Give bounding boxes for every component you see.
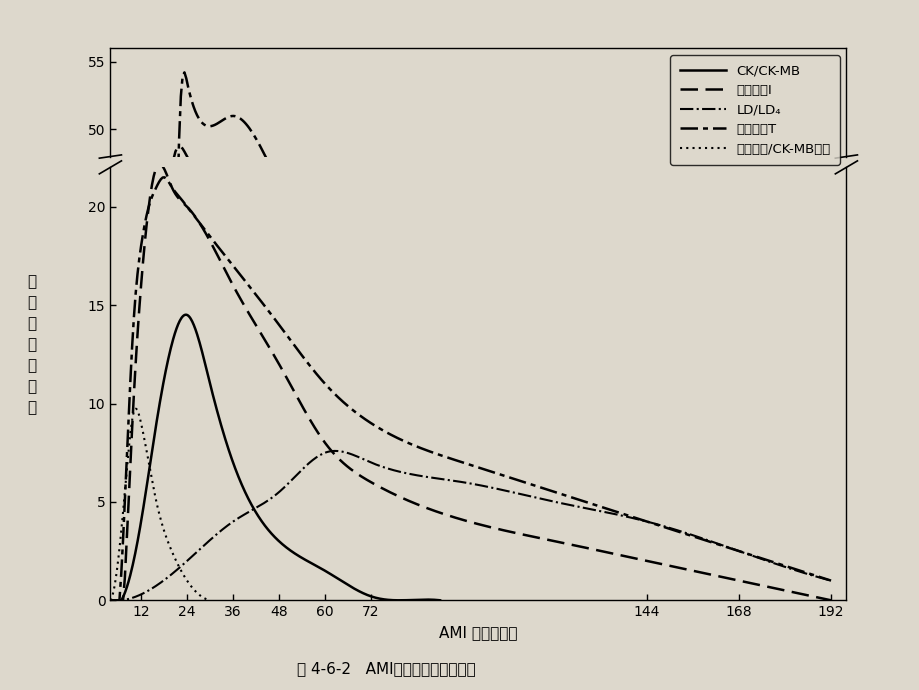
Text: 图 4-6-2   AMI发病与心肌酶的关系: 图 4-6-2 AMI发病与心肌酶的关系 bbox=[297, 661, 475, 676]
Legend: CK/CK-MB, 肌钙蛋白I, LD/LD₄, 肌钙蛋白T, 肌红蛋白/CK-MB亚型: CK/CK-MB, 肌钙蛋白I, LD/LD₄, 肌钙蛋白T, 肌红蛋白/CK-… bbox=[670, 55, 839, 165]
Text: 参
考
上
限
值
倍
数: 参 考 上 限 值 倍 数 bbox=[28, 275, 37, 415]
X-axis label: AMI 发病后小时: AMI 发病后小时 bbox=[438, 624, 517, 640]
